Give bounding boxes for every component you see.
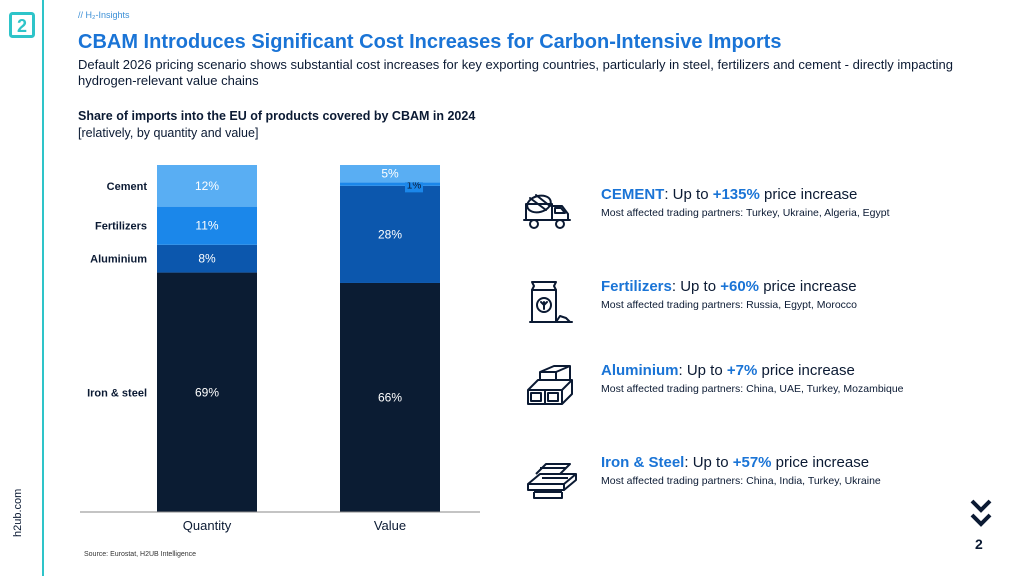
page-number: 2 [975, 536, 983, 552]
chevron-down-icon[interactable] [969, 497, 993, 529]
data-label-value-iron-steel: 66% [378, 390, 402, 404]
bar-value-aluminium [340, 185, 440, 283]
iron-steel-name: Iron & Steel [601, 454, 685, 471]
fertilizers-partners: Most affected trading partners: Russia, … [601, 299, 858, 311]
fertilizer-bag-icon [529, 281, 573, 323]
aluminium-post: price increase [757, 362, 855, 379]
aluminium-headline: Aluminium: Up to +7% price increase [601, 362, 855, 379]
chart-title: Share of imports into the EU of products… [78, 109, 476, 123]
chart-bars: 69% 8% 11% 12% 66% 28% 1% 5% [157, 165, 440, 512]
aluminium-name: Aluminium [601, 362, 679, 379]
chart-x-tick-labels: Quantity Value [183, 518, 406, 533]
cement-pre: : Up to [664, 186, 713, 203]
sidebar: 2 h2ub.com [0, 0, 44, 576]
bar-quantity-aluminium [157, 244, 257, 273]
iron-steel-post: price increase [771, 454, 870, 471]
chart-subtitle: [relatively, by quantity and value] [78, 126, 259, 140]
page-title: CBAM Introduces Significant Cost Increas… [78, 31, 782, 53]
bar-value-cement [340, 165, 440, 183]
data-label-bg-value-fertilizers [405, 180, 423, 193]
stacked-bar-chart: 69% 8% 11% 12% 66% 28% 1% 5% Iron & steel Alumin… [80, 165, 480, 533]
bar-quantity-fertilizers [157, 206, 257, 245]
aluminium-beams-icon [527, 365, 573, 405]
iron-steel-increase: +57% [732, 454, 772, 471]
data-label-quantity-fertilizers: 11% [195, 219, 218, 233]
cement-headline: CEMENT: Up to +135% price increase [601, 186, 857, 203]
iron-steel-pre: : Up to [684, 454, 733, 471]
fertilizers-pre: : Up to [671, 278, 721, 295]
section-kicker: // H₂-Insights [78, 10, 130, 20]
series-label-cement: Cement [107, 181, 148, 193]
iron-steel-partners: Most affected trading partners: China, I… [601, 475, 881, 487]
bar-value-fertilizers [340, 182, 440, 186]
bar-quantity-cement [157, 165, 257, 207]
h2ub-logo: 2 [9, 12, 35, 38]
source-note: Source: Eurostat, H2UB Intelligence [84, 551, 197, 558]
cement-mixer-truck-icon [523, 194, 571, 229]
fertilizers-name: Fertilizers [601, 278, 672, 295]
page-subtitle: Default 2026 pricing scenario shows subs… [78, 57, 954, 88]
aluminium-increase: +7% [726, 362, 758, 379]
series-label-aluminium: Aluminium [90, 254, 147, 266]
cement-name: CEMENT [601, 186, 665, 203]
website-url: h2ub.com [12, 488, 24, 537]
data-label-quantity-cement: 12% [195, 179, 219, 193]
steel-rails-icon [527, 463, 577, 499]
info-cement: CEMENT: Up to +135% price increase Most … [522, 186, 992, 246]
data-label-value-fertilizers: 1% [407, 180, 422, 191]
aluminium-partners: Most affected trading partners: China, U… [601, 383, 904, 395]
bar-value-iron-steel [340, 282, 440, 512]
info-aluminium: Aluminium: Up to +7% price increase Most… [522, 362, 992, 422]
cement-post: price increase [759, 186, 858, 203]
fertilizers-increase: +60% [720, 278, 760, 295]
cement-increase: +135% [712, 186, 760, 203]
fertilizers-headline: Fertilizers: Up to +60% price increase [601, 278, 857, 295]
series-label-fertilizers: Fertilizers [95, 221, 147, 233]
svg-text:2: 2 [17, 16, 27, 36]
fertilizers-post: price increase [759, 278, 857, 295]
cement-partners: Most affected trading partners: Turkey, … [601, 207, 890, 219]
aluminium-pre: : Up to [678, 362, 727, 379]
x-tick-quantity: Quantity [183, 518, 232, 533]
iron-steel-headline: Iron & Steel: Up to +57% price increase [601, 454, 869, 471]
chart-series-labels: Iron & steel Aluminium Fertilizers Cement [87, 181, 147, 399]
data-label-value-cement: 5% [381, 167, 399, 181]
info-fertilizers: Fertilizers: Up to +60% price increase M… [522, 278, 992, 338]
x-tick-value: Value [374, 518, 406, 533]
bar-quantity-iron-steel [157, 272, 257, 512]
data-label-quantity-aluminium: 8% [198, 252, 216, 266]
series-label-iron-steel: Iron & steel [87, 387, 147, 399]
info-iron-steel: Iron & Steel: Up to +57% price increase … [522, 454, 992, 514]
data-label-quantity-iron-steel: 69% [195, 385, 219, 399]
data-label-value-aluminium: 28% [378, 227, 402, 241]
